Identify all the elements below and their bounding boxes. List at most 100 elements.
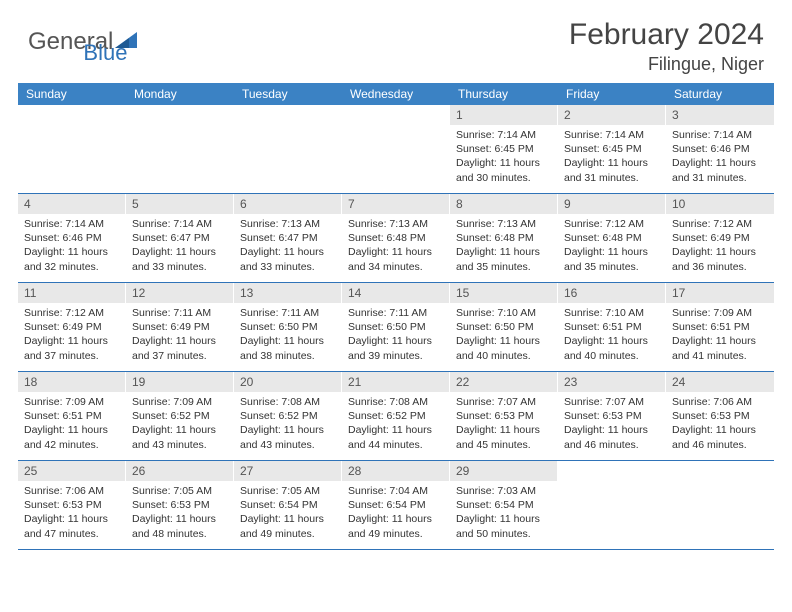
day-cell: 26Sunrise: 7:05 AMSunset: 6:53 PMDayligh… [126,461,234,549]
day-info: Sunrise: 7:05 AMSunset: 6:54 PMDaylight:… [234,481,342,547]
day-cell: 20Sunrise: 7:08 AMSunset: 6:52 PMDayligh… [234,372,342,460]
day-info: Sunrise: 7:14 AMSunset: 6:47 PMDaylight:… [126,214,234,280]
day-number: 17 [666,283,774,303]
day-number: 18 [18,372,126,392]
day-info: Sunrise: 7:14 AMSunset: 6:45 PMDaylight:… [450,125,558,191]
day-cell: 28Sunrise: 7:04 AMSunset: 6:54 PMDayligh… [342,461,450,549]
day-cell: 12Sunrise: 7:11 AMSunset: 6:49 PMDayligh… [126,283,234,371]
weekday-label: Monday [126,83,234,105]
day-cell: 16Sunrise: 7:10 AMSunset: 6:51 PMDayligh… [558,283,666,371]
weeks-container: ........1Sunrise: 7:14 AMSunset: 6:45 PM… [18,105,774,550]
weekday-label: Tuesday [234,83,342,105]
day-cell: 22Sunrise: 7:07 AMSunset: 6:53 PMDayligh… [450,372,558,460]
weekday-label: Thursday [450,83,558,105]
logo-blue: Blue [83,40,127,66]
day-number: 12 [126,283,234,303]
day-info: Sunrise: 7:06 AMSunset: 6:53 PMDaylight:… [666,392,774,458]
day-number: 2 [558,105,666,125]
day-cell: 11Sunrise: 7:12 AMSunset: 6:49 PMDayligh… [18,283,126,371]
day-number: 3 [666,105,774,125]
day-number: 10 [666,194,774,214]
day-number: 29 [450,461,558,481]
day-number: 4 [18,194,126,214]
day-cell: 25Sunrise: 7:06 AMSunset: 6:53 PMDayligh… [18,461,126,549]
day-cell: 4Sunrise: 7:14 AMSunset: 6:46 PMDaylight… [18,194,126,282]
day-info: Sunrise: 7:13 AMSunset: 6:47 PMDaylight:… [234,214,342,280]
day-cell: 21Sunrise: 7:08 AMSunset: 6:52 PMDayligh… [342,372,450,460]
day-info: Sunrise: 7:08 AMSunset: 6:52 PMDaylight:… [234,392,342,458]
day-number: 22 [450,372,558,392]
day-number: 7 [342,194,450,214]
day-cell: 23Sunrise: 7:07 AMSunset: 6:53 PMDayligh… [558,372,666,460]
day-cell: 18Sunrise: 7:09 AMSunset: 6:51 PMDayligh… [18,372,126,460]
weekday-label: Sunday [18,83,126,105]
logo: General Blue [28,18,127,66]
day-number: 1 [450,105,558,125]
header: General Blue February 2024 Filingue, Nig… [0,0,792,83]
calendar: SundayMondayTuesdayWednesdayThursdayFrid… [0,83,792,550]
day-number: 13 [234,283,342,303]
day-number: 16 [558,283,666,303]
week-row: ........1Sunrise: 7:14 AMSunset: 6:45 PM… [18,105,774,194]
week-row: 25Sunrise: 7:06 AMSunset: 6:53 PMDayligh… [18,461,774,550]
day-cell: 8Sunrise: 7:13 AMSunset: 6:48 PMDaylight… [450,194,558,282]
day-number: 5 [126,194,234,214]
day-number: 28 [342,461,450,481]
empty-day-cell: .. [18,105,126,193]
month-title: February 2024 [569,18,764,52]
title-block: February 2024 Filingue, Niger [569,18,764,75]
day-info: Sunrise: 7:13 AMSunset: 6:48 PMDaylight:… [342,214,450,280]
day-info: Sunrise: 7:12 AMSunset: 6:48 PMDaylight:… [558,214,666,280]
day-number: 20 [234,372,342,392]
day-info: Sunrise: 7:10 AMSunset: 6:50 PMDaylight:… [450,303,558,369]
day-info: Sunrise: 7:11 AMSunset: 6:49 PMDaylight:… [126,303,234,369]
day-info: Sunrise: 7:13 AMSunset: 6:48 PMDaylight:… [450,214,558,280]
day-cell: 27Sunrise: 7:05 AMSunset: 6:54 PMDayligh… [234,461,342,549]
day-cell: 24Sunrise: 7:06 AMSunset: 6:53 PMDayligh… [666,372,774,460]
weekday-header-row: SundayMondayTuesdayWednesdayThursdayFrid… [18,83,774,105]
day-info: Sunrise: 7:08 AMSunset: 6:52 PMDaylight:… [342,392,450,458]
day-cell: 5Sunrise: 7:14 AMSunset: 6:47 PMDaylight… [126,194,234,282]
day-number: 23 [558,372,666,392]
weekday-label: Saturday [666,83,774,105]
day-cell: 17Sunrise: 7:09 AMSunset: 6:51 PMDayligh… [666,283,774,371]
day-info: Sunrise: 7:11 AMSunset: 6:50 PMDaylight:… [234,303,342,369]
day-number: 8 [450,194,558,214]
weekday-label: Friday [558,83,666,105]
day-info: Sunrise: 7:07 AMSunset: 6:53 PMDaylight:… [558,392,666,458]
week-row: 4Sunrise: 7:14 AMSunset: 6:46 PMDaylight… [18,194,774,283]
week-row: 11Sunrise: 7:12 AMSunset: 6:49 PMDayligh… [18,283,774,372]
location: Filingue, Niger [569,54,764,75]
empty-day-cell: .. [126,105,234,193]
day-info: Sunrise: 7:10 AMSunset: 6:51 PMDaylight:… [558,303,666,369]
day-number: 24 [666,372,774,392]
empty-day-cell: .. [234,105,342,193]
day-info: Sunrise: 7:14 AMSunset: 6:46 PMDaylight:… [666,125,774,191]
weekday-label: Wednesday [342,83,450,105]
day-cell: 19Sunrise: 7:09 AMSunset: 6:52 PMDayligh… [126,372,234,460]
day-cell: 6Sunrise: 7:13 AMSunset: 6:47 PMDaylight… [234,194,342,282]
day-number: 14 [342,283,450,303]
day-number: 6 [234,194,342,214]
day-info: Sunrise: 7:06 AMSunset: 6:53 PMDaylight:… [18,481,126,547]
day-number: 9 [558,194,666,214]
day-info: Sunrise: 7:14 AMSunset: 6:46 PMDaylight:… [18,214,126,280]
day-cell: 2Sunrise: 7:14 AMSunset: 6:45 PMDaylight… [558,105,666,193]
day-info: Sunrise: 7:09 AMSunset: 6:51 PMDaylight:… [666,303,774,369]
day-number: 21 [342,372,450,392]
day-info: Sunrise: 7:14 AMSunset: 6:45 PMDaylight:… [558,125,666,191]
day-info: Sunrise: 7:09 AMSunset: 6:52 PMDaylight:… [126,392,234,458]
day-cell: 7Sunrise: 7:13 AMSunset: 6:48 PMDaylight… [342,194,450,282]
day-number: 25 [18,461,126,481]
day-cell: 9Sunrise: 7:12 AMSunset: 6:48 PMDaylight… [558,194,666,282]
day-number: 11 [18,283,126,303]
day-info: Sunrise: 7:09 AMSunset: 6:51 PMDaylight:… [18,392,126,458]
day-info: Sunrise: 7:12 AMSunset: 6:49 PMDaylight:… [18,303,126,369]
day-cell: 14Sunrise: 7:11 AMSunset: 6:50 PMDayligh… [342,283,450,371]
empty-day-cell: .. [666,461,774,549]
day-cell: 10Sunrise: 7:12 AMSunset: 6:49 PMDayligh… [666,194,774,282]
day-number: 26 [126,461,234,481]
day-number: 19 [126,372,234,392]
day-cell: 29Sunrise: 7:03 AMSunset: 6:54 PMDayligh… [450,461,558,549]
empty-day-cell: .. [342,105,450,193]
